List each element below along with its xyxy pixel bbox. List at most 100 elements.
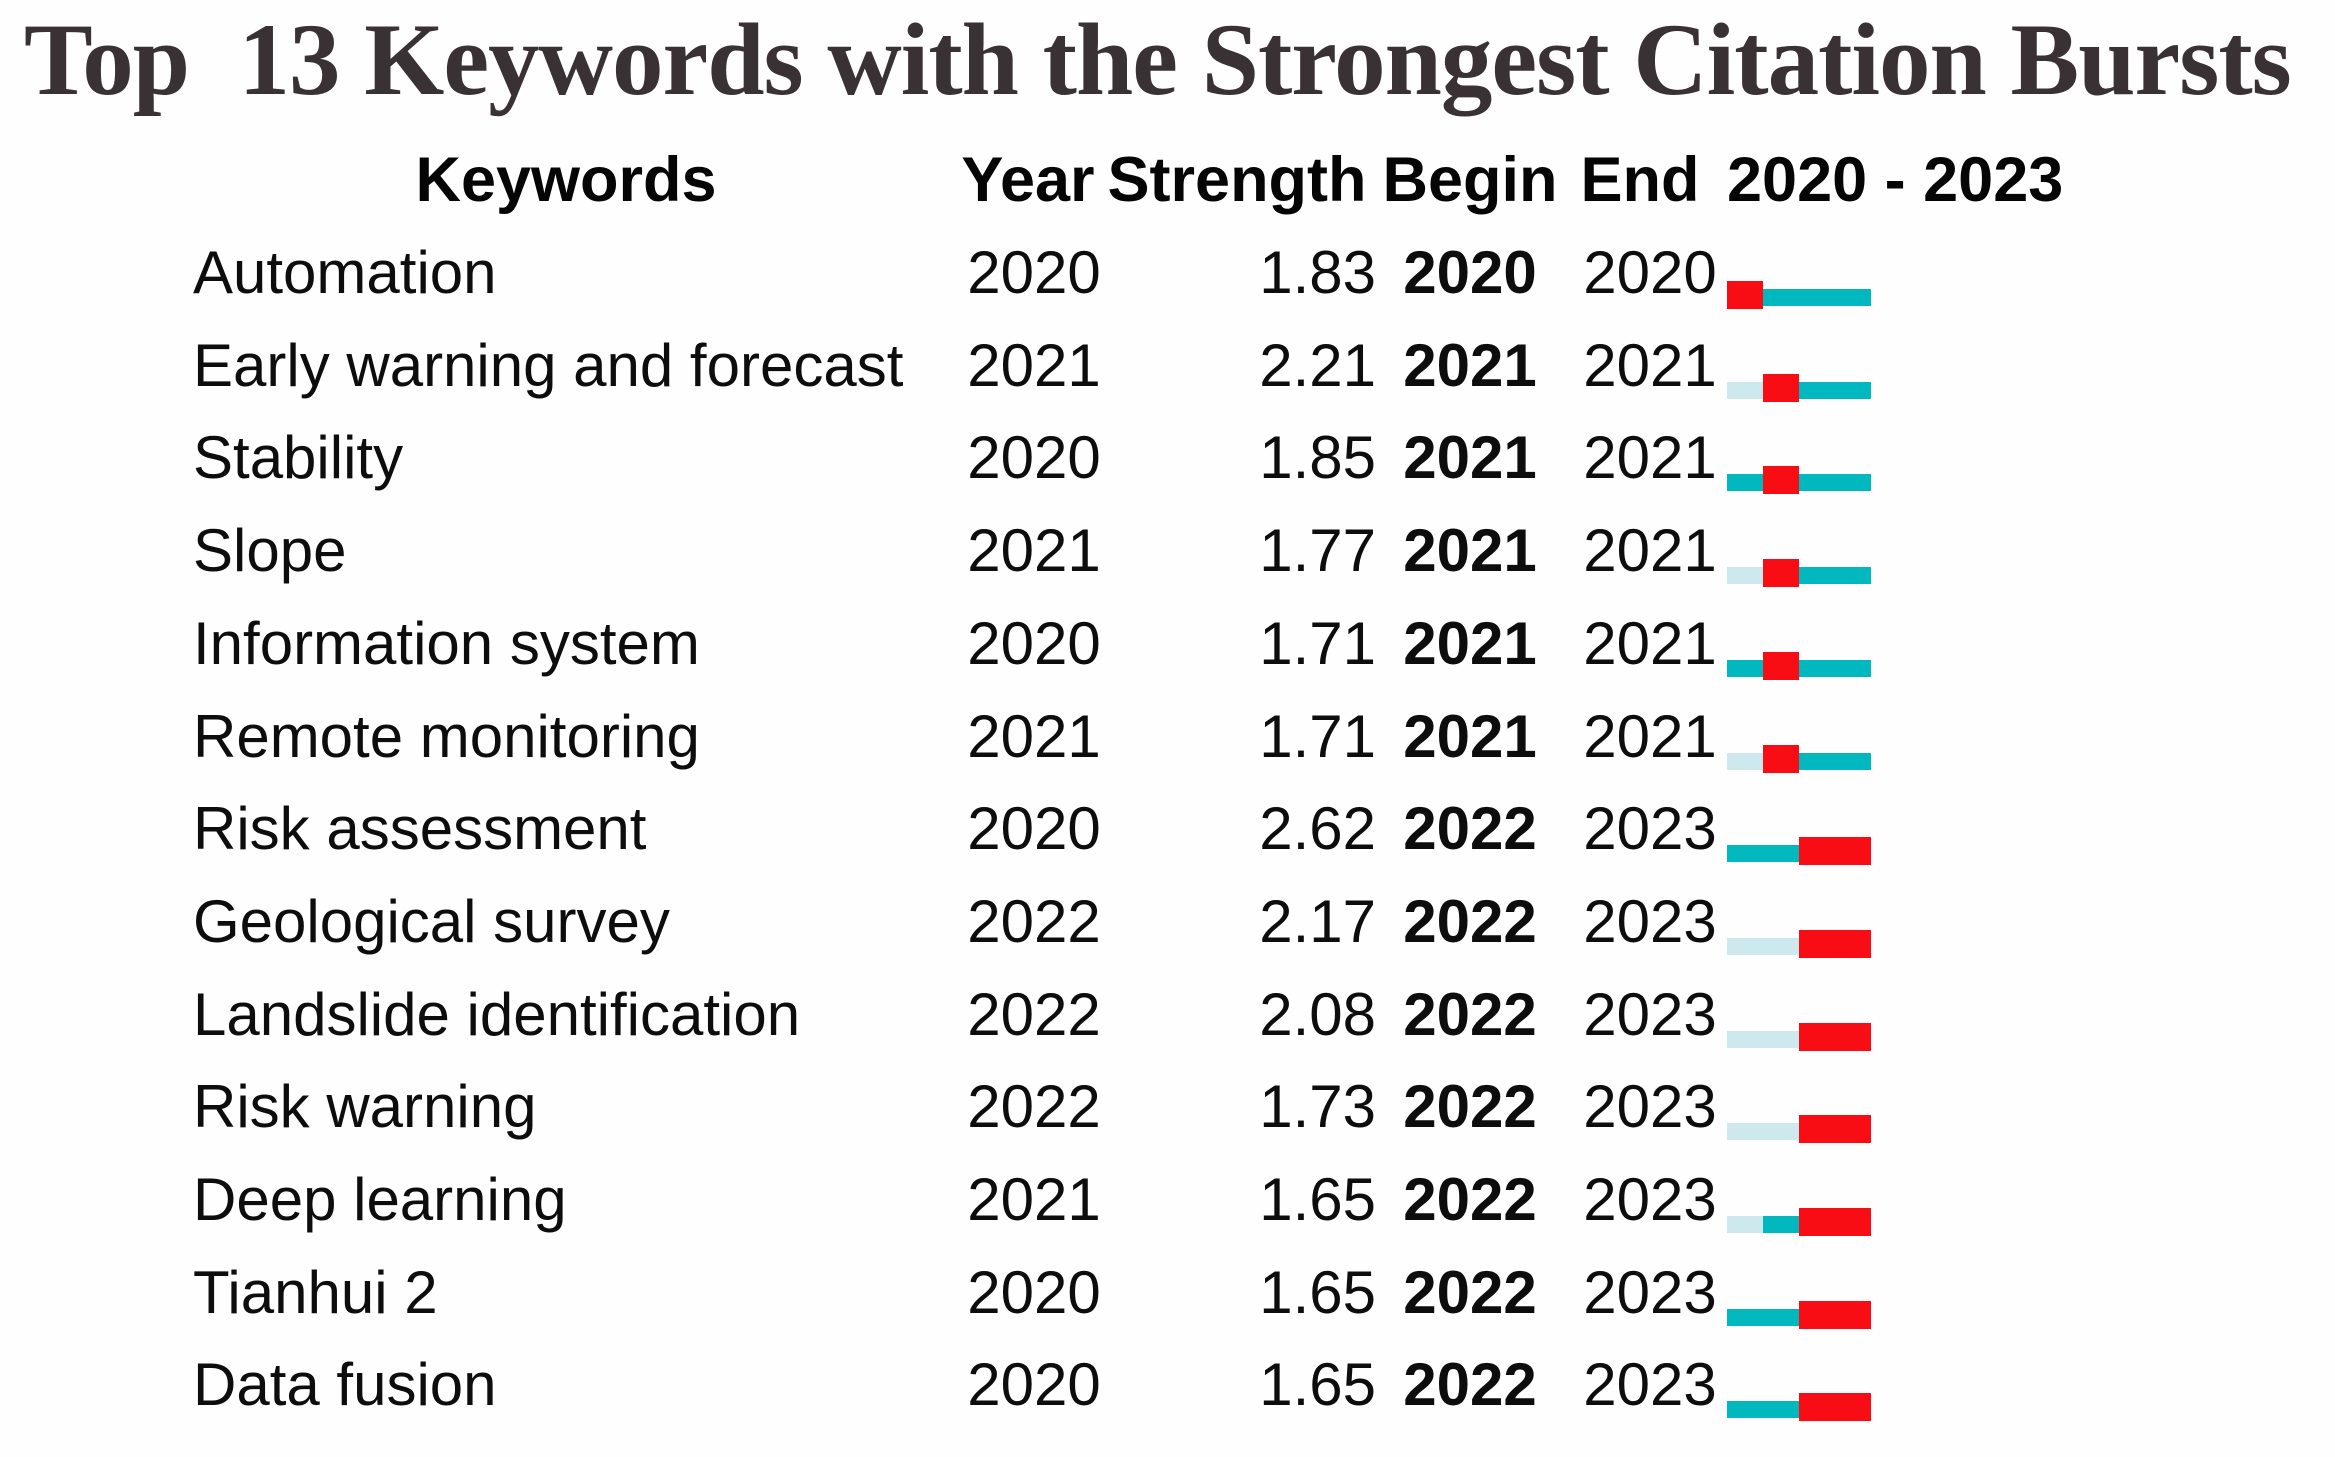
timeline-segment-pre [1727,567,1763,584]
column-header-strength: Strength [1107,145,1367,215]
end-cell: 2023 [1583,1166,1717,1233]
timeline-segment-pre [1763,1123,1799,1140]
keyword-cell: Slope [193,517,347,584]
timeline-segment-active [1835,753,1871,770]
timeline-segment-pre [1727,753,1763,770]
end-cell: 2023 [1583,981,1717,1048]
table-row: Data fusion 2020 1.65 2022 2023 [0,1347,2335,1440]
begin-cell: 2022 [1403,1073,1537,1140]
begin-cell: 2021 [1403,610,1537,677]
table-row: Automation 2020 1.83 2020 2020 [0,235,2335,328]
timeline-segment-active [1799,289,1835,306]
table-row: Risk warning 2022 1.73 2022 2023 [0,1069,2335,1162]
table-row: Information system 2020 1.71 2021 2021 [0,606,2335,699]
keyword-cell: Geological survey [193,888,670,955]
strength-cell: 1.83 [1259,239,1376,306]
timeline-segment-burst [1835,1208,1871,1236]
strength-cell: 1.65 [1259,1351,1376,1418]
burst-timeline-bar [1727,1301,1871,1329]
timeline-segment-active [1835,474,1871,491]
table-row: Deep learning 2021 1.65 2022 2023 [0,1162,2335,1255]
timeline-segment-burst [1763,652,1799,680]
burst-timeline-bar [1727,652,1871,680]
begin-cell: 2022 [1403,1166,1537,1233]
burst-timeline-bar [1727,559,1871,587]
year-cell: 2022 [967,981,1101,1048]
begin-cell: 2020 [1403,239,1537,306]
timeline-segment-burst [1835,1393,1871,1421]
burst-timeline-bar [1727,1393,1871,1421]
begin-cell: 2022 [1403,1259,1537,1326]
strength-cell: 1.65 [1259,1259,1376,1326]
begin-cell: 2022 [1403,981,1537,1048]
burst-timeline-bar [1727,930,1871,958]
column-header-year: Year [961,145,1095,215]
strength-cell: 1.71 [1259,703,1376,770]
table-row: Slope 2021 1.77 2021 2021 [0,513,2335,606]
end-cell: 2023 [1583,1259,1717,1326]
timeline-segment-burst [1763,466,1799,494]
table-row: Remote monitoring 2021 1.71 2021 2021 [0,699,2335,792]
year-cell: 2021 [967,1166,1101,1233]
timeline-segment-burst [1799,1023,1835,1051]
strength-cell: 2.62 [1259,795,1376,862]
keyword-cell: Information system [193,610,700,677]
timeline-segment-active [1763,1309,1799,1326]
end-cell: 2021 [1583,703,1717,770]
burst-timeline-bar [1727,745,1871,773]
end-cell: 2021 [1583,332,1717,399]
end-cell: 2023 [1583,1351,1717,1418]
timeline-segment-burst [1799,1208,1835,1236]
timeline-segment-burst [1799,837,1835,865]
strength-cell: 2.21 [1259,332,1376,399]
timeline-segment-active [1763,845,1799,862]
column-header-keywords: Keywords [415,145,717,215]
timeline-segment-burst [1727,281,1763,309]
end-cell: 2021 [1583,610,1717,677]
keyword-cell: Data fusion [193,1351,497,1418]
end-cell: 2023 [1583,795,1717,862]
year-cell: 2021 [967,703,1101,770]
timeline-segment-burst [1799,1393,1835,1421]
end-cell: 2023 [1583,888,1717,955]
burst-timeline-bar [1727,837,1871,865]
timeline-segment-active [1763,1216,1799,1233]
timeline-segment-active [1763,289,1799,306]
timeline-segment-active [1799,382,1835,399]
year-cell: 2021 [967,517,1101,584]
burst-timeline-bar [1727,374,1871,402]
burst-timeline-bar [1727,466,1871,494]
strength-cell: 1.85 [1259,424,1376,491]
timeline-segment-burst [1799,1115,1835,1143]
timeline-segment-pre [1727,1031,1763,1048]
column-header-begin: Begin [1382,145,1558,215]
timeline-segment-burst [1835,1115,1871,1143]
year-cell: 2022 [967,1073,1101,1140]
keyword-cell: Risk assessment [193,795,647,862]
timeline-segment-active [1799,660,1835,677]
year-cell: 2020 [967,610,1101,677]
timeline-segment-pre [1727,1216,1763,1233]
timeline-segment-active [1799,567,1835,584]
begin-cell: 2022 [1403,888,1537,955]
begin-cell: 2021 [1403,703,1537,770]
page-title: Top 13 Keywords with the Strongest Citat… [24,3,2292,117]
timeline-segment-pre [1727,1123,1763,1140]
end-cell: 2023 [1583,1073,1717,1140]
table-row: Early warning and forecast 2021 2.21 202… [0,328,2335,421]
burst-timeline-bar [1727,1115,1871,1143]
timeline-segment-burst [1799,1301,1835,1329]
timeline-segment-active [1835,567,1871,584]
strength-cell: 1.77 [1259,517,1376,584]
year-cell: 2020 [967,1259,1101,1326]
column-header-year-range: 2020 - 2023 [1727,145,2064,215]
timeline-segment-pre [1727,382,1763,399]
timeline-segment-active [1799,753,1835,770]
burst-timeline-bar [1727,1023,1871,1051]
keyword-cell: Automation [193,239,497,306]
strength-cell: 1.71 [1259,610,1376,677]
timeline-segment-active [1835,289,1871,306]
strength-cell: 2.08 [1259,981,1376,1048]
timeline-segment-burst [1835,1023,1871,1051]
year-cell: 2020 [967,1351,1101,1418]
